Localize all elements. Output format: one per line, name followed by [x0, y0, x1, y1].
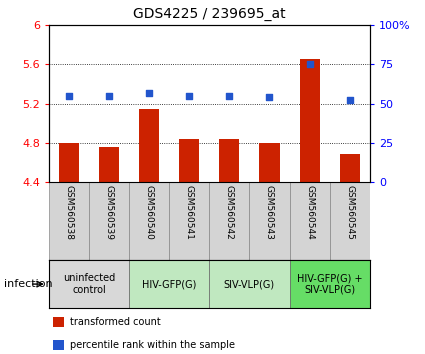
Point: [266, 95, 273, 100]
Text: GSM560539: GSM560539: [105, 185, 113, 240]
Bar: [330, 182, 370, 260]
Text: GSM560543: GSM560543: [265, 185, 274, 240]
Text: percentile rank within the sample: percentile rank within the sample: [70, 340, 235, 350]
Bar: [139, 109, 159, 182]
Bar: [289, 260, 370, 308]
Text: HIV-GFP(G) +
SIV-VLP(G): HIV-GFP(G) + SIV-VLP(G): [297, 273, 363, 295]
Point: [306, 61, 313, 67]
Text: GSM560540: GSM560540: [144, 185, 154, 240]
Bar: [129, 182, 169, 260]
Bar: [340, 154, 360, 182]
Bar: [89, 182, 129, 260]
Point: [226, 93, 233, 98]
Point: [346, 98, 353, 103]
Bar: [129, 260, 209, 308]
Point: [106, 93, 113, 98]
Bar: [49, 260, 129, 308]
Bar: [249, 182, 289, 260]
Bar: [169, 182, 209, 260]
Bar: [300, 59, 320, 182]
Text: transformed count: transformed count: [70, 317, 161, 327]
Text: GSM560545: GSM560545: [345, 185, 354, 240]
Text: GSM560538: GSM560538: [65, 185, 74, 240]
Bar: [99, 147, 119, 182]
Point: [65, 93, 72, 98]
Text: GSM560542: GSM560542: [225, 185, 234, 239]
Point: [146, 90, 153, 95]
Bar: [209, 182, 249, 260]
Text: HIV-GFP(G): HIV-GFP(G): [142, 279, 196, 289]
Bar: [219, 139, 239, 182]
Text: infection: infection: [4, 279, 53, 289]
Bar: [49, 182, 89, 260]
Text: GSM560544: GSM560544: [305, 185, 314, 239]
Bar: [289, 182, 330, 260]
Text: GSM560541: GSM560541: [185, 185, 194, 240]
Point: [186, 93, 193, 98]
Title: GDS4225 / 239695_at: GDS4225 / 239695_at: [133, 7, 286, 21]
Text: SIV-VLP(G): SIV-VLP(G): [224, 279, 275, 289]
Bar: [179, 139, 199, 182]
Bar: [259, 143, 280, 182]
Text: uninfected
control: uninfected control: [63, 273, 115, 295]
Bar: [209, 260, 289, 308]
Bar: [59, 143, 79, 182]
